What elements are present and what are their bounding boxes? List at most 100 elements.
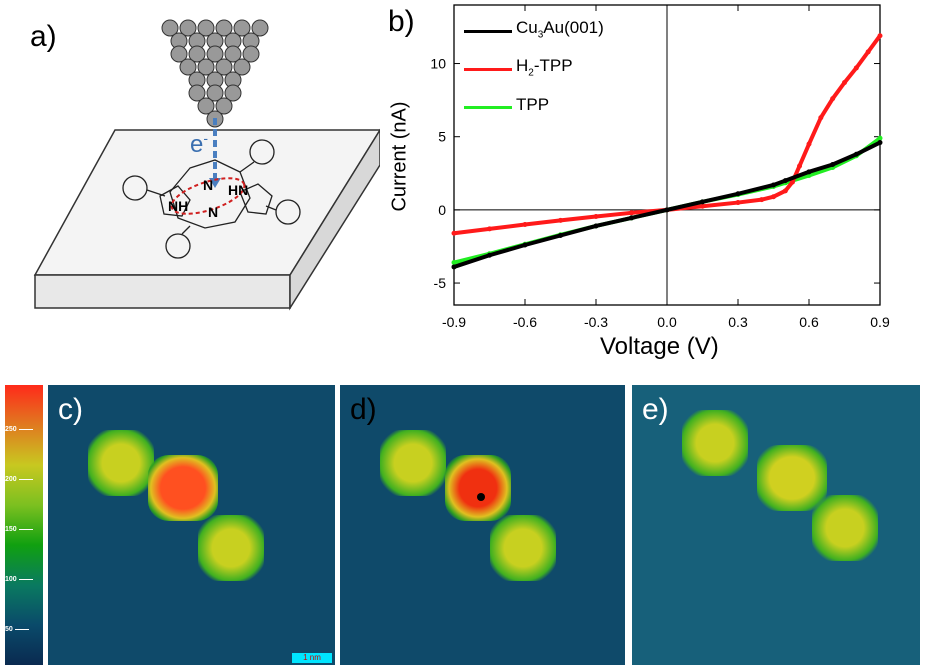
legend-text: 3 [537,29,544,41]
stm-tip-atoms [161,19,269,128]
tip-atom [188,45,206,63]
tip-atom [197,19,215,37]
tip-position-marker [477,493,485,501]
colorbar-tick-label: 50 [5,626,13,633]
legend-text: H [516,56,529,76]
data-point [865,49,871,55]
data-point [522,242,528,248]
data-point [782,188,788,194]
data-point [797,163,803,169]
atom-nh: NH [168,198,189,214]
panel-c-label: c) [58,393,83,426]
tip-atom [251,19,269,37]
colorbar-tick-label: 200 [5,476,17,483]
data-point [487,252,492,258]
legend-label: Cu3Au(001) [516,12,604,50]
legend-text: TPP [516,94,550,114]
substrate-front [34,274,291,309]
colorbar-tick-label: 150 [5,526,17,533]
y-tick-label: -5 [434,275,447,291]
data-point [558,217,563,223]
electron-charge: - [203,130,209,146]
tip-atom [197,97,215,115]
stm-image-c: c) 1 nm [48,385,335,665]
porphyrin-molecule [122,139,301,259]
x-tick-label: -0.9 [442,314,466,330]
tip-atom [215,97,233,115]
tip-atom [233,19,251,37]
data-point [700,203,705,209]
data-point [782,178,788,184]
panel-d-label: d) [350,393,377,426]
iv-chart: -0.9 -0.6 -0.3 0.0 0.3 0.6 0.9 -5 0 5 10 [430,4,890,330]
legend-label: TPP [516,89,549,127]
legend-item: H2-TPP [464,50,604,88]
data-point [700,199,705,205]
tip-atom [224,84,242,102]
data-point [629,215,634,221]
legend-swatch [464,29,512,33]
data-point [759,197,765,203]
data-point [735,200,741,206]
electron-label: e- [190,130,208,159]
legend-swatch [464,106,512,110]
data-point [830,96,836,102]
tip-atom [161,19,179,37]
legend-item: TPP [464,89,604,127]
data-point [877,33,883,39]
stm-image-d: d) [340,385,625,665]
data-point [806,169,812,175]
tip-atom [233,58,251,76]
x-axis-label: Voltage (V) [600,333,719,360]
tip-atom [170,45,188,63]
y-tick-label: 5 [438,129,446,145]
tip-atom [206,45,224,63]
y-axis-label: Current (nA) [388,101,411,212]
y-tick-label: 10 [430,56,446,72]
data-point [451,264,457,270]
y-tick-label: 0 [438,202,446,218]
legend-item: Cu3Au(001) [464,12,604,50]
data-point [629,210,634,216]
colorbar-tick: 100 [5,576,43,583]
scale-bar: 1 nm [292,653,332,663]
data-point [877,135,883,141]
data-point [593,213,599,219]
stm-image-e: e) [632,385,920,665]
panel-b-label: b) [388,5,415,38]
colorbar-tick-label: 250 [5,426,17,433]
legend-text: Au(001) [543,18,604,37]
panel-a-label: a) [30,20,57,53]
data-point [487,226,492,232]
legend: Cu3Au(001) H2-TPP TPP [464,12,604,127]
panel-e-label: e) [642,393,669,426]
x-tick-label: 0.3 [728,314,748,330]
x-tick-label: 0.6 [799,314,819,330]
electron-text: e [190,131,204,158]
x-tick-label: 0.9 [870,314,890,330]
tip-atom [179,19,197,37]
tip-atom [242,45,260,63]
legend-label: H2-TPP [516,50,573,88]
tip-atom [215,19,233,37]
tip-atom [224,45,242,63]
tip-atom [179,58,197,76]
stm-tip-diagram [33,19,380,311]
colorbar-tick: 250 [5,426,43,433]
data-point [842,80,847,86]
data-point [830,162,836,168]
colorbar-tick: 50 [5,626,43,633]
data-point [771,194,776,200]
data-point [877,140,883,146]
atom-n-bottom: N [208,204,219,220]
colorbar: 250 200 150 100 50 [5,385,43,665]
legend-text: Cu [516,18,538,37]
tip-atom [215,58,233,76]
data-point [806,141,812,147]
data-point [451,260,457,266]
data-point [558,232,563,238]
x-tick-label: -0.6 [513,314,537,330]
data-point [735,191,741,197]
x-tick-label: 0.0 [657,314,677,330]
data-point [522,222,528,228]
